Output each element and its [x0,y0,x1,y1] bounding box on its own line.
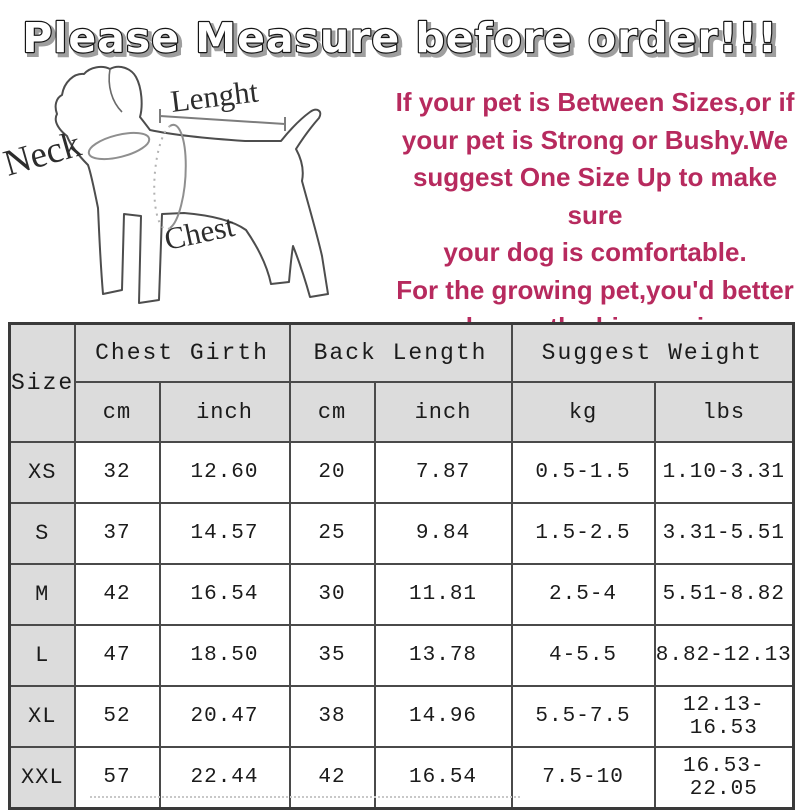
table-header-sub-row: cm inch cm inch kg lbs [10,381,795,443]
cell-back-inch: 16.54 [373,746,513,810]
cell-kg: 5.5-7.5 [510,685,656,748]
size-chart-table: Size Chest Girth Back Length Suggest Wei… [8,322,796,810]
page-title-art: Please Measure before order!!! Please Me… [21,13,782,67]
header-suggest-weight: Suggest Weight [510,322,795,383]
table-row-xxl: XXL 57 22.44 42 16.54 7.5-10 16.53-22.05 [8,746,795,810]
cell-chest-cm: 47 [73,624,161,687]
cell-back-cm: 30 [288,563,376,626]
header-lbs: lbs [653,381,795,443]
header-back-inch: inch [373,381,513,443]
cell-lbs: 3.31-5.51 [653,502,795,565]
cell-back-cm: 38 [288,685,376,748]
table-row-xl: XL 52 20.47 38 14.96 5.5-7.5 12.13-16.53 [8,685,795,748]
notice-line: If your pet is Between Sizes,or if [395,87,795,117]
cell-kg: 4-5.5 [510,624,656,687]
header-chest-girth: Chest Girth [73,322,291,383]
sizing-notice: If your pet is Between Sizes,or if your … [392,84,798,347]
header-chest-inch: inch [158,381,291,443]
cell-size: XS [8,441,76,504]
chest-measure-ellipse [169,123,187,229]
header-back-length: Back Length [288,322,513,383]
cell-kg: 7.5-10 [510,746,656,810]
cell-kg: 1.5-2.5 [510,502,656,565]
cell-chest-inch: 22.44 [158,746,291,810]
cell-back-cm: 35 [288,624,376,687]
cell-size: XL [8,685,76,748]
table-header-group-row: Size Chest Girth Back Length Suggest Wei… [8,322,795,443]
page-title: Please Measure before order!!! [22,14,778,62]
cell-chest-cm: 37 [73,502,161,565]
cell-size: S [8,502,76,565]
cell-size: L [8,624,76,687]
cell-lbs: 1.10-3.31 [653,441,795,504]
cell-back-inch: 11.81 [373,563,513,626]
dog-outline [54,65,329,304]
cell-chest-cm: 57 [73,746,161,810]
cropped-next-row-line [90,796,520,798]
cell-kg: 0.5-1.5 [510,441,656,504]
cell-back-cm: 25 [288,502,376,565]
cell-lbs: 12.13-16.53 [653,685,795,748]
table-row-xs: XS 32 12.60 20 7.87 0.5-1.5 1.10-3.31 [8,441,795,504]
chest-measure-ellipse-dotted [153,125,171,231]
cell-lbs: 5.51-8.82 [653,563,795,626]
notice-line: your dog is comfortable. [443,237,747,267]
cell-kg: 2.5-4 [510,563,656,626]
header-size: Size [8,322,76,443]
length-measure-line [159,109,286,131]
cell-back-cm: 20 [288,441,376,504]
dog-ear-line [108,68,123,113]
neck-measure-ellipse [87,131,151,161]
cell-chest-cm: 32 [73,441,161,504]
cell-chest-cm: 42 [73,563,161,626]
header-back-cm: cm [288,381,376,443]
header-chest-cm: cm [73,381,161,443]
table-row-l: L 47 18.50 35 13.78 4-5.5 8.82-12.13 [8,624,795,687]
cell-back-cm: 42 [288,746,376,810]
cell-chest-inch: 12.60 [158,441,291,504]
cell-lbs: 16.53-22.05 [653,746,795,810]
label-chest: Chest [161,208,238,257]
label-neck: Neck [0,124,86,185]
cell-back-inch: 7.87 [373,441,513,504]
table-row-s: S 37 14.57 25 9.84 1.5-2.5 3.31-5.51 [8,502,795,565]
cell-chest-inch: 18.50 [158,624,291,687]
cell-back-inch: 9.84 [373,502,513,565]
cell-chest-cm: 52 [73,685,161,748]
cell-size: M [8,563,76,626]
cell-back-inch: 14.96 [373,685,513,748]
header-kg: kg [510,381,656,443]
cell-chest-inch: 14.57 [158,502,291,565]
notice-line: your pet is Strong or Bushy.We [401,124,789,155]
cell-size: XXL [8,746,76,810]
cell-chest-inch: 20.47 [158,685,291,748]
notice-line: For the growing pet,you'd better [396,274,794,305]
dog-measurement-diagram: Neck Lenght Chest [0,65,329,304]
page-title-shadow: Please Measure before order!!! [25,17,781,65]
cell-back-inch: 13.78 [373,624,513,687]
cell-lbs: 8.82-12.13 [653,624,795,687]
table-row-m: M 42 16.54 30 11.81 2.5-4 5.51-8.82 [8,563,795,626]
cell-chest-inch: 16.54 [158,563,291,626]
notice-line: suggest One Size Up to make sure [412,162,778,230]
label-length: Lenght [169,73,261,118]
